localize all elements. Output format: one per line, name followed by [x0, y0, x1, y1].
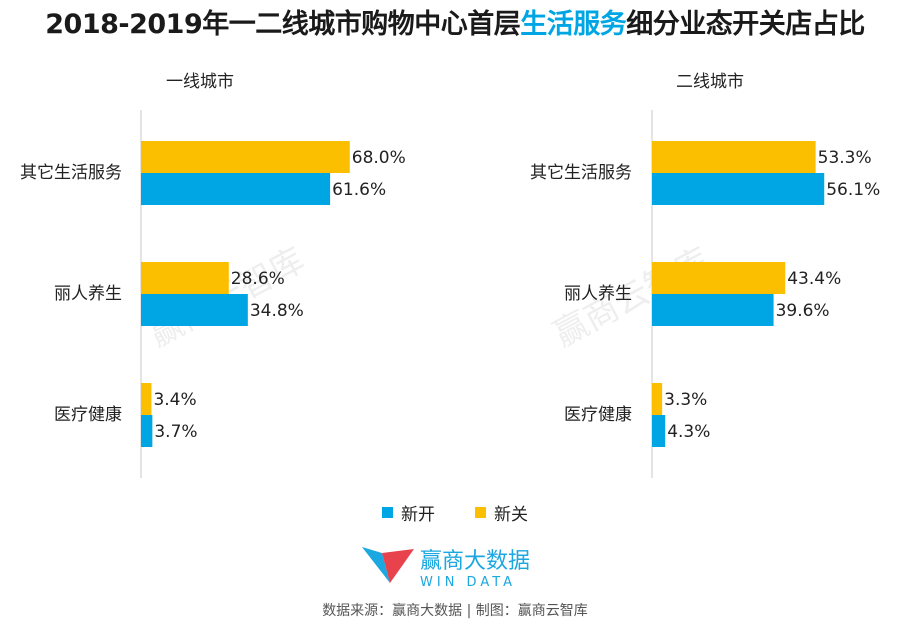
title-highlight: 生活服务 [520, 9, 627, 40]
bar-open [141, 294, 248, 326]
chart-title: 一线城市 [166, 72, 234, 92]
data-label: 34.8% [250, 301, 304, 321]
data-label: 56.1% [826, 180, 880, 200]
logo-cn: 赢商大数据 [420, 549, 531, 574]
source-note: 数据来源：赢商大数据 | 制图：赢商云智库 [322, 603, 588, 619]
bar-close [652, 262, 786, 294]
logo-en: WIN DATA [420, 575, 517, 590]
category-label: 医疗健康 [54, 405, 122, 425]
data-label: 43.4% [787, 269, 841, 289]
bar-close [141, 262, 229, 294]
data-label: 4.3% [667, 422, 710, 442]
bar-open [652, 294, 774, 326]
legend: 新开 新关 [0, 500, 910, 525]
bar-close [652, 141, 816, 173]
data-label: 61.6% [332, 180, 386, 200]
bar-open [141, 173, 331, 205]
data-label: 28.6% [231, 269, 285, 289]
category-label: 丽人养生 [54, 284, 122, 304]
bar-close [652, 383, 663, 415]
data-label: 3.7% [154, 422, 197, 442]
title-prefix: 2018-2019年一二线城市购物中心首层 [45, 9, 521, 40]
category-label: 其它生活服务 [20, 163, 122, 183]
data-label: 53.3% [818, 148, 872, 168]
bar-open [652, 415, 666, 447]
data-label: 3.4% [153, 390, 196, 410]
category-label: 丽人养生 [564, 284, 632, 304]
data-label: 68.0% [352, 148, 406, 168]
bar-close [141, 141, 350, 173]
legend-label-close: 新关 [494, 505, 528, 525]
bar-open [652, 173, 825, 205]
legend-label-open: 新开 [401, 505, 435, 525]
bar-open [141, 415, 153, 447]
logo-mark-icon [362, 547, 414, 583]
chart-title: 二线城市 [676, 72, 744, 92]
title-suffix: 细分业态开关店占比 [626, 9, 865, 40]
category-label: 其它生活服务 [530, 163, 632, 183]
bar-close [141, 383, 152, 415]
legend-item-close: 新关 [475, 500, 528, 525]
category-label: 医疗健康 [564, 405, 632, 425]
legend-item-open: 新开 [382, 500, 435, 525]
data-label: 3.3% [664, 390, 707, 410]
logo: 赢商大数据 WIN DATA [360, 543, 570, 591]
page-title: 2018-2019年一二线城市购物中心首层生活服务细分业态开关店占比 [0, 2, 910, 41]
legend-swatch-open [382, 507, 393, 518]
legend-swatch-close [475, 507, 486, 518]
data-label: 39.6% [776, 301, 830, 321]
